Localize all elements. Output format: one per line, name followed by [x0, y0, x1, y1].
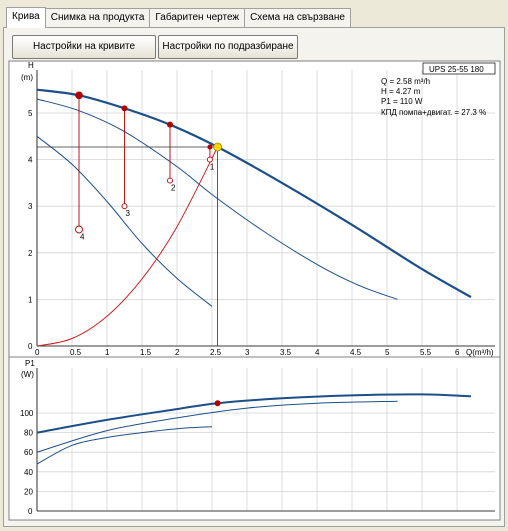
point-marker: [121, 105, 128, 112]
info-h: H = 4.27 m: [381, 87, 421, 96]
head-xtick-label: 4: [315, 348, 320, 357]
head-xtick-label: 6: [455, 348, 460, 357]
point-open-marker: [167, 177, 173, 184]
power-curve-speed-3: [36, 393, 472, 434]
head-xtick-label: 2: [175, 348, 180, 357]
head-ytick-label: 4: [28, 156, 33, 165]
point-open-marker: [75, 225, 83, 234]
power-series: [36, 393, 472, 465]
head-yticks: 0 1 2 3 4 5: [28, 109, 33, 351]
head-ytick-label: 3: [28, 202, 33, 211]
head-xtick-label: 1: [105, 348, 110, 357]
head-ytick-label: 0: [28, 342, 33, 351]
head-xtick-label: 0: [35, 348, 40, 357]
head-chart-frame: [8, 60, 501, 358]
head-xtick-label: 3: [245, 348, 250, 357]
power-ylabel: P1: [25, 359, 35, 368]
power-curve-speed-1: [36, 426, 213, 465]
power-yunit: (W): [21, 370, 34, 379]
head-ylabel: H: [28, 61, 34, 70]
point-open-marker: [206, 156, 213, 163]
info-efficiency: КПД помпа+двигат. = 27.3 %: [381, 108, 486, 117]
head-xtick-label: 5.5: [420, 348, 432, 357]
power-chart-frame: [8, 356, 501, 521]
power-ytick-label: 0: [28, 507, 33, 516]
operating-point-marker: [213, 142, 223, 152]
head-ytick-label: 5: [28, 109, 33, 118]
point-marker: [75, 91, 83, 100]
info-p1: P1 = 110 W: [381, 97, 423, 106]
head-xtick-label: 4.5: [350, 348, 362, 357]
head-series: [36, 88, 472, 347]
point-label: 1: [210, 163, 215, 172]
head-curve-system-curve: [36, 146, 219, 347]
head-ytick-label: 2: [28, 249, 33, 258]
head-points: 1 2 3 4: [75, 91, 223, 242]
model-label-box: [422, 62, 496, 75]
tab-bar: Крива Снимка на продукта Габаритен черте…: [6, 7, 351, 28]
power-operating-point: [214, 400, 221, 407]
head-yunit: (m): [21, 73, 33, 82]
curves-settings-button[interactable]: Настройки на кривите: [12, 35, 156, 59]
head-xtick-label: 1.5: [140, 348, 152, 357]
head-curve-speed-1: [36, 135, 213, 307]
power-ytick-label: 100: [20, 409, 34, 418]
power-curve-speed-2: [36, 400, 398, 453]
tab-wiring-diagram[interactable]: Схема на свързване: [244, 8, 351, 27]
head-xtick-label: 5: [385, 348, 390, 357]
point-marker: [207, 144, 213, 150]
power-yticks: 0 20 40 60 80 100: [20, 409, 34, 516]
head-curve-speed-2: [36, 98, 398, 300]
head-xlabel: Q(m³/h): [466, 348, 494, 357]
head-ytick-label: 1: [28, 295, 33, 304]
info-q: Q = 2.58 m³/h: [381, 77, 430, 86]
power-ytick-label: 60: [24, 448, 33, 457]
power-points: [214, 400, 221, 407]
point-label: 4: [80, 233, 85, 242]
default-settings-button[interactable]: Настройки по подразбиране: [158, 35, 298, 59]
power-chart-grid: [36, 368, 495, 512]
power-ytick-label: 40: [24, 468, 33, 477]
head-xtick-label: 0.5: [70, 348, 82, 357]
point-label: 3: [126, 209, 131, 218]
point-label: 2: [171, 184, 176, 193]
head-curve-speed-3: [36, 88, 472, 299]
head-xticks: 0 0.5 1 1.5 2 2.5 3 3.5 4 4.5 5 5.5 6: [35, 348, 460, 357]
power-ytick-label: 20: [24, 487, 33, 496]
point-open-marker: [121, 203, 128, 210]
head-xtick-label: 2.5: [210, 348, 222, 357]
power-ytick-label: 80: [24, 429, 33, 438]
tab-curve[interactable]: Крива: [6, 7, 46, 28]
point-marker: [167, 121, 173, 128]
model-label: UPS 25-55 180: [429, 65, 484, 74]
head-xtick-label: 3.5: [280, 348, 292, 357]
head-chart-grid: [36, 70, 495, 347]
